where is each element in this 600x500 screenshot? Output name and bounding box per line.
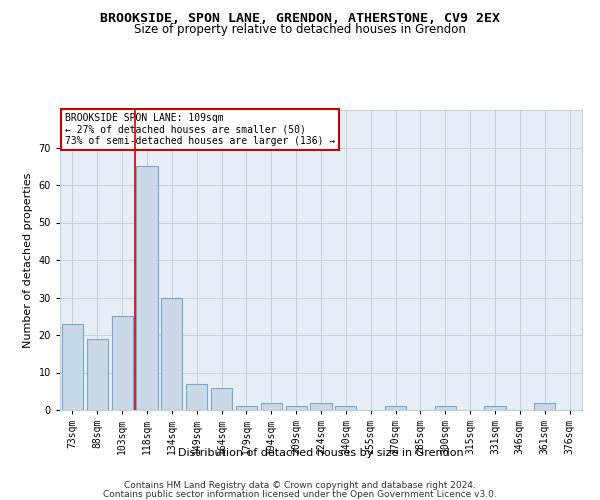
Bar <box>261 402 282 410</box>
Bar <box>236 406 257 410</box>
Text: BROOKSIDE, SPON LANE, GRENDON, ATHERSTONE, CV9 2EX: BROOKSIDE, SPON LANE, GRENDON, ATHERSTON… <box>100 12 500 26</box>
Text: BROOKSIDE SPON LANE: 109sqm
← 27% of detached houses are smaller (50)
73% of sem: BROOKSIDE SPON LANE: 109sqm ← 27% of det… <box>65 113 335 146</box>
Y-axis label: Number of detached properties: Number of detached properties <box>23 172 33 348</box>
Text: Contains HM Land Registry data © Crown copyright and database right 2024.: Contains HM Land Registry data © Crown c… <box>124 481 476 490</box>
Bar <box>87 339 108 410</box>
Bar <box>534 402 555 410</box>
Bar <box>62 324 83 410</box>
Bar <box>161 298 182 410</box>
Text: Contains public sector information licensed under the Open Government Licence v3: Contains public sector information licen… <box>103 490 497 499</box>
Text: Distribution of detached houses by size in Grendon: Distribution of detached houses by size … <box>178 448 464 458</box>
Bar <box>435 406 456 410</box>
Bar <box>335 406 356 410</box>
Bar <box>310 402 332 410</box>
Bar <box>211 388 232 410</box>
Bar <box>286 406 307 410</box>
Bar <box>484 406 506 410</box>
Text: Size of property relative to detached houses in Grendon: Size of property relative to detached ho… <box>134 22 466 36</box>
Bar <box>112 316 133 410</box>
Bar <box>385 406 406 410</box>
Bar <box>186 384 207 410</box>
Bar <box>136 166 158 410</box>
